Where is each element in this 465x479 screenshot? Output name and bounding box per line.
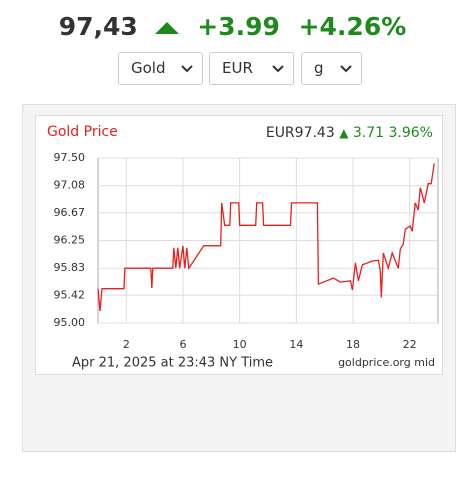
change-pct: +4.26%	[298, 12, 407, 41]
select-value: g	[314, 59, 324, 77]
summary: EUR97.43 ▲ 3.71 3.96%	[266, 125, 433, 141]
y-tick-label: 95.00	[54, 316, 86, 329]
x-tick-label: 6	[180, 338, 187, 351]
y-tick-label: 97.08	[54, 179, 86, 192]
select-value: EUR	[222, 59, 253, 77]
select[interactable]: Gold	[118, 52, 203, 85]
x-tick-label: 10	[233, 338, 247, 351]
chevron	[340, 65, 352, 73]
footer-date: Apr 21, 2025 at 23:43 NY Time	[72, 356, 273, 371]
x-tick-label: 2	[123, 338, 130, 351]
chart: Gold Price EUR97.43 ▲ 3.71 3.96% Apr 21,…	[35, 115, 443, 375]
price: 97,43	[58, 12, 138, 41]
x-tick-label: 22	[403, 338, 417, 351]
select[interactable]: g	[301, 52, 362, 85]
summary-price: EUR97.43	[266, 125, 335, 141]
summary-change: 3.71 3.96%	[353, 125, 433, 141]
y-tick-label: 97.50	[54, 151, 86, 164]
y-tick-label: 95.42	[54, 288, 86, 301]
chevron	[181, 65, 193, 73]
up-arrow	[154, 22, 179, 34]
y-tick-label: 96.67	[54, 206, 86, 219]
x-tick-label: 14	[289, 338, 303, 351]
select-value: Gold	[131, 59, 166, 77]
chart-title: Gold Price	[47, 124, 118, 140]
y-tick-label: 96.25	[54, 234, 86, 247]
x-tick-label: 18	[346, 338, 360, 351]
price-header: 97,43 +3.99 +4.26%	[0, 12, 465, 41]
y-tick-label: 95.83	[54, 261, 86, 274]
footer-source: goldprice.org mid	[338, 356, 435, 369]
summary-arrow: ▲	[339, 126, 349, 140]
price-line	[97, 163, 435, 312]
chevron	[272, 65, 284, 73]
select[interactable]: EUR	[209, 52, 294, 85]
change: +3.99	[197, 12, 280, 41]
